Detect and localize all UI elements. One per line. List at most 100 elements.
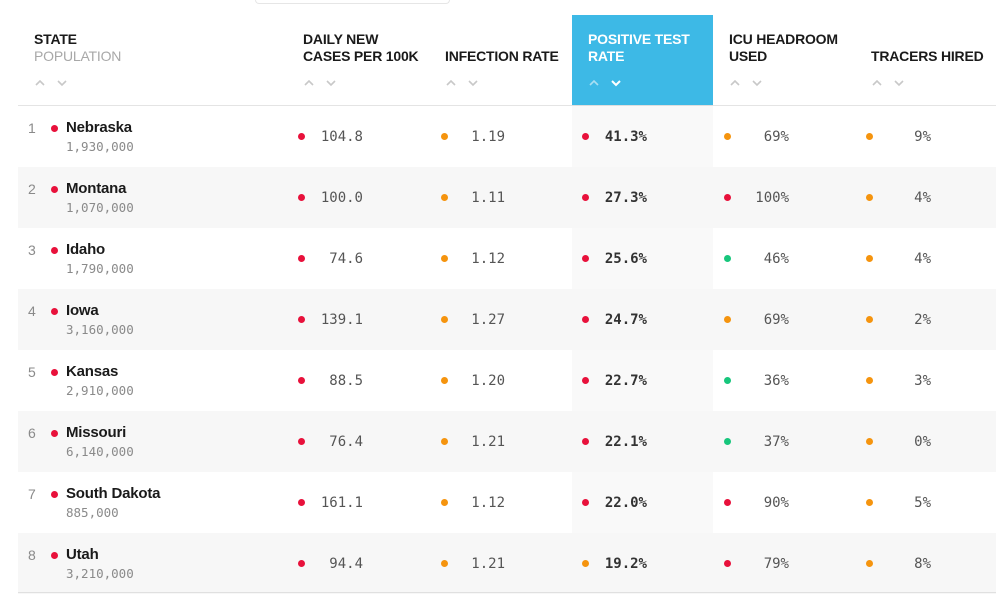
table-row[interactable]: 4 Iowa 3,160,000 139.1 1.27 24.7% 69% 2% [18, 289, 996, 350]
column-header-label: Positive Test Rate [588, 31, 690, 65]
positive-test-rate-cell: 22.1% [604, 434, 647, 450]
positive-test-rate-status-dot [582, 438, 589, 445]
column-header-state[interactable]: State Population [34, 15, 284, 105]
infection-rate-header-label: Infection Rate [445, 48, 559, 64]
sort-ascending-icon[interactable] [445, 77, 457, 89]
state-population: 2,910,000 [66, 383, 134, 398]
tracers-hired-cell: 0% [914, 434, 931, 450]
table-row[interactable]: 1 Nebraska 1,930,000 104.8 1.19 41.3% 69% 9% [18, 106, 996, 167]
tracers-hired-status-dot [866, 499, 873, 506]
table-row[interactable]: 6 Missouri 6,140,000 76.4 1.21 22.1% 37% 0% [18, 411, 996, 472]
sort-ascending-icon[interactable] [588, 77, 600, 89]
state-name[interactable]: Montana [66, 180, 127, 197]
table-row[interactable]: 5 Kansas 2,910,000 88.5 1.20 22.7% 36% 3% [18, 350, 996, 411]
population-header-label: Population [34, 48, 122, 64]
state-population: 1,070,000 [66, 200, 134, 215]
table-row[interactable]: 7 South Dakota 885,000 161.1 1.12 22.0% 90% 5% [18, 472, 996, 533]
column-header-label: Tracers Hired [871, 48, 984, 65]
icu-header-line2: Used [729, 48, 768, 64]
state-name[interactable]: Idaho [66, 241, 105, 258]
icu-headroom-status-dot [724, 560, 731, 567]
infection-rate-status-dot [441, 560, 448, 567]
rank-number: 3 [28, 242, 36, 258]
positive-test-rate-cell: 22.0% [604, 495, 647, 511]
icu-headroom-cell: 90% [763, 495, 789, 511]
sort-descending-icon[interactable] [56, 77, 68, 89]
positive-test-rate-cell: 22.7% [604, 373, 647, 389]
state-name[interactable]: Utah [66, 546, 99, 563]
column-header-infection-rate[interactable]: Infection Rate [445, 15, 571, 105]
column-header-label: Infection Rate [445, 48, 559, 65]
daily-cases-cell: 74.6 [329, 251, 363, 267]
state-population: 3,210,000 [66, 566, 134, 581]
sort-descending-icon[interactable] [467, 77, 479, 89]
daily-cases-status-dot [298, 499, 305, 506]
positive-test-rate-status-dot [582, 377, 589, 384]
positive-test-rate-status-dot [582, 255, 589, 262]
state-population: 1,790,000 [66, 261, 134, 276]
sort-ascending-icon[interactable] [871, 77, 883, 89]
tracers-hired-status-dot [866, 316, 873, 323]
table-row[interactable]: 3 Idaho 1,790,000 74.6 1.12 25.6% 46% 4% [18, 228, 996, 289]
sort-controls [445, 77, 479, 89]
positive-test-rate-cell: 24.7% [604, 312, 647, 328]
state-name[interactable]: South Dakota [66, 485, 161, 502]
column-header-icu-headroom[interactable]: ICU Headroom Used [729, 15, 869, 105]
icu-headroom-status-dot [724, 499, 731, 506]
sort-controls [729, 77, 763, 89]
state-status-dot [51, 308, 58, 315]
tracers-hired-cell: 3% [914, 373, 931, 389]
tracers-hired-status-dot [866, 560, 873, 567]
tracers-hired-cell: 2% [914, 312, 931, 328]
icu-headroom-status-dot [724, 377, 731, 384]
infection-rate-cell: 1.21 [471, 434, 505, 450]
positive-test-rate-status-dot [582, 560, 589, 567]
icu-headroom-cell: 69% [763, 312, 789, 328]
daily-cases-status-dot [298, 377, 305, 384]
tracers-hired-status-dot [866, 377, 873, 384]
column-header-daily-cases[interactable]: Daily New Cases per 100k [303, 15, 443, 105]
sort-descending-icon[interactable] [325, 77, 337, 89]
daily-cases-status-dot [298, 133, 305, 140]
sort-descending-icon[interactable] [893, 77, 905, 89]
icu-headroom-status-dot [724, 194, 731, 201]
state-name[interactable]: Iowa [66, 302, 99, 319]
sort-ascending-icon[interactable] [303, 77, 315, 89]
icu-headroom-cell: 79% [763, 556, 789, 572]
infection-rate-status-dot [441, 438, 448, 445]
state-name[interactable]: Missouri [66, 424, 127, 441]
search-tab-edge [255, 0, 450, 4]
sort-descending-icon[interactable] [751, 77, 763, 89]
state-population: 1,930,000 [66, 139, 134, 154]
daily-cases-cell: 88.5 [329, 373, 363, 389]
positive-test-rate-cell: 41.3% [604, 129, 647, 145]
icu-headroom-status-dot [724, 316, 731, 323]
state-name[interactable]: Kansas [66, 363, 119, 380]
infection-rate-status-dot [441, 316, 448, 323]
state-name[interactable]: Nebraska [66, 119, 132, 136]
sort-controls [588, 77, 622, 89]
infection-rate-status-dot [441, 194, 448, 201]
positive-test-rate-status-dot [582, 499, 589, 506]
infection-rate-status-dot [441, 499, 448, 506]
rank-number: 2 [28, 181, 36, 197]
table-row[interactable]: 8 Utah 3,210,000 94.4 1.21 19.2% 79% 8% [18, 533, 996, 594]
infection-rate-cell: 1.12 [471, 251, 505, 267]
table-row[interactable]: 2 Montana 1,070,000 100.0 1.11 27.3% 100% 4% [18, 167, 996, 228]
positive-test-rate-status-dot [582, 316, 589, 323]
state-status-dot [51, 186, 58, 193]
column-header-tracers-hired[interactable]: Tracers Hired [871, 15, 996, 105]
infection-rate-status-dot [441, 133, 448, 140]
infection-rate-cell: 1.12 [471, 495, 505, 511]
sort-ascending-icon[interactable] [34, 77, 46, 89]
daily-cases-cell: 76.4 [329, 434, 363, 450]
sort-ascending-icon[interactable] [729, 77, 741, 89]
column-header-label: ICU Headroom Used [729, 31, 838, 65]
sort-descending-active-icon[interactable] [610, 77, 622, 89]
positive-test-rate-status-dot [582, 133, 589, 140]
column-header-positive-test-rate[interactable]: Positive Test Rate [572, 15, 713, 105]
tracers-hired-cell: 9% [914, 129, 931, 145]
states-table: State Population Daily New Cases per 100… [18, 15, 996, 594]
tracers-hired-status-dot [866, 133, 873, 140]
state-status-dot [51, 430, 58, 437]
